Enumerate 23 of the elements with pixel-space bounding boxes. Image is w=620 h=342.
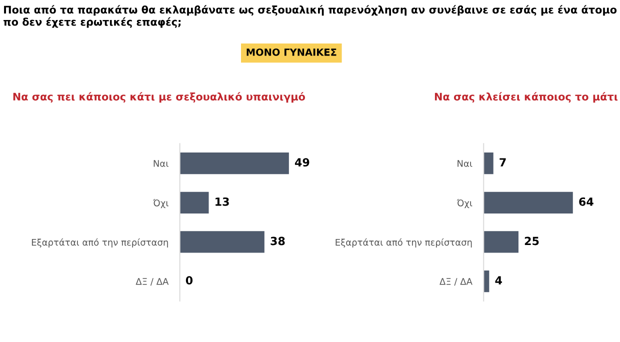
data-label: 0 — [186, 276, 193, 285]
bar — [484, 152, 494, 174]
y-tick-label: Όχι — [456, 199, 472, 208]
bar — [484, 231, 518, 253]
data-label: 38 — [270, 236, 285, 246]
data-label: 64 — [579, 197, 594, 206]
y-tick-label: Εξαρτάται από την περίσταση — [32, 238, 168, 248]
y-tick-label: ΔΞ / ΔΑ — [440, 278, 472, 286]
chart-title: Να σας πει κάποιος κάτι με σεξουαλικό υπαινιγμό — [13, 92, 306, 103]
data-label: 25 — [524, 236, 539, 246]
y-tick-label: Όχι — [153, 199, 168, 208]
y-tick-label: Εξαρτάται από την περίσταση — [336, 238, 472, 248]
data-label: 4 — [495, 276, 502, 284]
chart-title: Να σας κλείσει κάποιος το μάτι — [434, 92, 618, 103]
bar — [484, 192, 573, 214]
data-label: 7 — [500, 158, 506, 166]
y-tick-label: Ναι — [154, 160, 168, 167]
y-tick-label: ΔΞ / ΔΑ — [136, 278, 169, 286]
data-label: 13 — [216, 197, 229, 206]
data-label: 49 — [294, 158, 310, 167]
text: ΜΟΝΟ ΓΥΝΑΙΚΕΣ — [246, 48, 336, 56]
y-tick-label: Ναι — [458, 160, 472, 167]
text: Ποια από τα παρακάτω θα εκλαμβάνατε ως σεξουαλική παρενόχληση αν συνέβαινε σε εσάς με ένα άτομο πο δεν έχετε ερωτικές επαφές; — [4, 5, 617, 28]
